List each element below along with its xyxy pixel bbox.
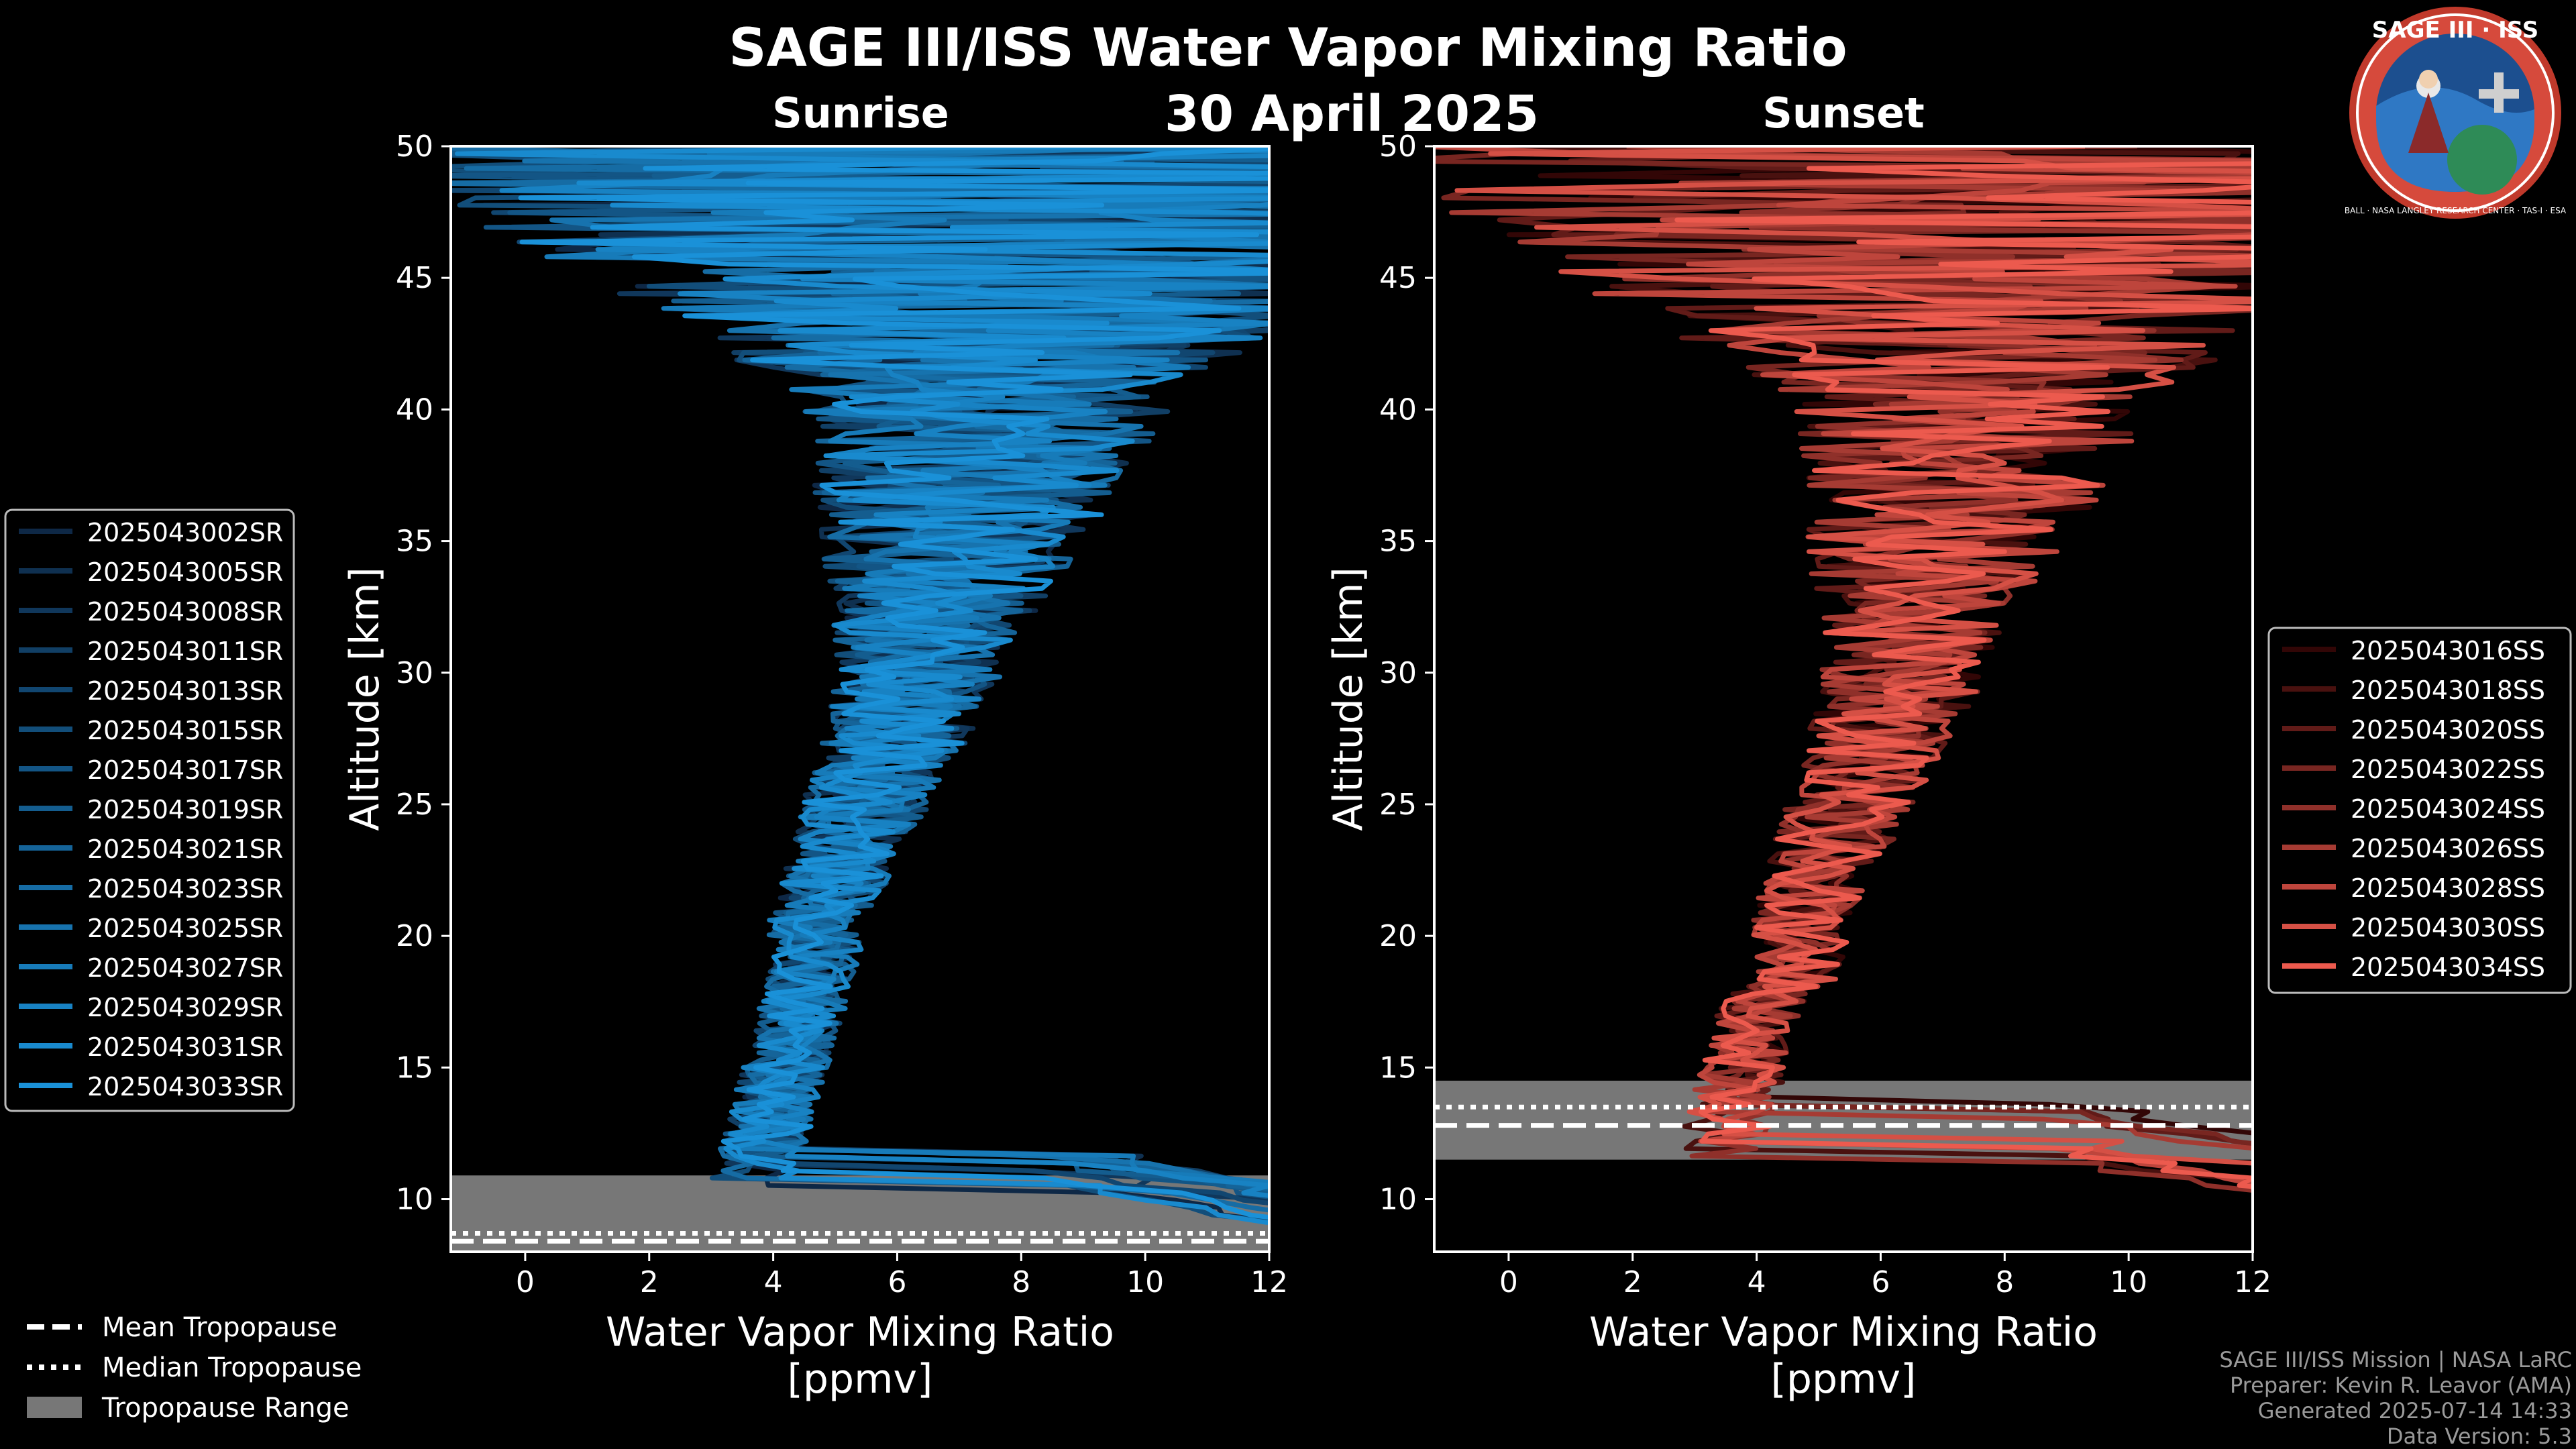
- legend-entry: 2025043024SS: [2351, 794, 2545, 824]
- y-tick-label: 10: [1379, 1183, 1417, 1217]
- footer-preparer: Preparer: Kevin R. Leavor (AMA): [2229, 1373, 2572, 1398]
- y-axis-label: Altitude [km]: [341, 567, 388, 831]
- x-tick-label: 12: [1250, 1265, 1288, 1299]
- x-tick-label: 12: [2234, 1265, 2271, 1299]
- legend-entry: 2025043030SS: [2351, 913, 2545, 943]
- y-tick-label: 15: [396, 1051, 433, 1085]
- legend-entry: 2025043025SR: [87, 914, 283, 943]
- legend-entry: 2025043020SS: [2351, 715, 2545, 745]
- legend-entry: 2025043005SR: [87, 557, 283, 587]
- x-axis-label: Water Vapor Mixing Ratio [ppmv]: [1589, 1309, 2098, 1403]
- y-tick-label: 15: [1379, 1051, 1417, 1085]
- x-tick-label: 0: [516, 1265, 535, 1299]
- y-tick-label: 50: [1379, 129, 1417, 164]
- legend-entry: 2025043011SR: [87, 637, 283, 666]
- x-tick-label: 2: [640, 1265, 659, 1299]
- x-tick-label: 8: [1012, 1265, 1030, 1299]
- y-tick-label: 10: [396, 1183, 433, 1217]
- tropopause-legend: Mean Tropopause Median Tropopause Tropop…: [27, 1312, 362, 1424]
- sage-iii-iss-logo: SAGE III · ISS BALL · NASA LANGLEY RESEA…: [2345, 7, 2567, 219]
- profile-line-2025043034SS: [1674, 161, 2253, 1189]
- sunset-legend: 2025043016SS 2025043018SS 2025043020SS 2025…: [2267, 627, 2572, 994]
- x-tick-label: 2: [1623, 1265, 1642, 1299]
- legend-entry: 2025043026SS: [2351, 834, 2545, 863]
- y-tick-label: 50: [396, 129, 433, 164]
- legend-entry: 2025043022SS: [2351, 755, 2545, 784]
- plot-frame: [1433, 145, 2254, 1253]
- legend-entry: 2025043028SS: [2351, 873, 2545, 903]
- main-title: SAGE III/ISS Water Vapor Mixing Ratio: [729, 18, 1847, 78]
- legend-entry: 2025043017SR: [87, 755, 283, 785]
- range-legend-swatch: [27, 1397, 82, 1418]
- sunset-panel-title: Sunset: [1762, 89, 1925, 138]
- legend-entry: 2025043015SR: [87, 716, 283, 745]
- legend-entry: 2025043027SR: [87, 953, 283, 983]
- footer-credits: SAGE III/ISS Mission | NASA LaRC Prepare…: [2219, 1347, 2572, 1449]
- sunrise-panel: 0 2 4 6 8 10 12 10 15 20 25 30 35 40 45 50 Water Vapor M…: [341, 129, 1288, 1403]
- legend-frame: [4, 508, 295, 1112]
- logo-title: SAGE III · ISS: [2372, 17, 2538, 44]
- y-tick-label: 40: [1379, 392, 1417, 427]
- legend-entry: 2025043031SR: [87, 1032, 283, 1062]
- sunrise-legend: 2025043002SR 2025043005SR 2025043008SR 2025…: [4, 508, 295, 1112]
- y-tick-label: 45: [396, 261, 433, 295]
- x-tick-label: 6: [1871, 1265, 1890, 1299]
- y-tick-label: 25: [396, 788, 433, 822]
- range-legend-label: Tropopause Range: [101, 1393, 350, 1424]
- sunset-panel: 0 2 4 6 8 10 12 10 15 20 25 30 35 40 45 50 Water Vapor M…: [1325, 129, 2271, 1403]
- legend-entry: 2025043029SR: [87, 993, 283, 1022]
- legend-entry: 2025043002SR: [87, 518, 283, 547]
- x-tick-label: 0: [1499, 1265, 1518, 1299]
- y-tick-label: 25: [1379, 788, 1417, 822]
- y-tick-label: 30: [396, 656, 433, 690]
- logo-ring-text: BALL · NASA LANGLEY RESEARCH CENTER · TA…: [2345, 206, 2567, 215]
- legend-entry: 2025043023SR: [87, 874, 283, 904]
- y-tick-label: 20: [1379, 919, 1417, 953]
- legend-entry: 2025043033SR: [87, 1072, 283, 1102]
- x-tick-label: 8: [1995, 1265, 2014, 1299]
- y-tick-label: 20: [396, 919, 433, 953]
- x-tick-label: 6: [888, 1265, 906, 1299]
- y-axis-label: Altitude [km]: [1325, 567, 1372, 831]
- legend-frame: [2267, 627, 2572, 994]
- legend-entry: 2025043013SR: [87, 676, 283, 706]
- median-legend-label: Median Tropopause: [102, 1352, 362, 1383]
- x-axis-label: Water Vapor Mixing Ratio [ppmv]: [606, 1309, 1114, 1403]
- legend-entry: 2025043008SR: [87, 597, 283, 627]
- tropopause-range-band: [1434, 1080, 2253, 1160]
- legend-entry: 2025043019SR: [87, 795, 283, 824]
- profile-line-2025043031SR: [455, 146, 1269, 1225]
- profile-line-2025043033SR: [518, 146, 1269, 1220]
- legend-entry: 2025043021SR: [87, 835, 283, 864]
- profile-line-2025043030SS: [1454, 146, 2253, 1166]
- profile-line-2025043020SS: [1497, 146, 2253, 1147]
- y-tick-label: 30: [1379, 656, 1417, 690]
- x-tick-label: 10: [2110, 1265, 2147, 1299]
- plot-frame: [449, 145, 1271, 1253]
- legend-entry: 2025043034SS: [2351, 953, 2545, 982]
- date-subtitle: 30 April 2025: [1165, 85, 1539, 143]
- x-tick-label: 10: [1126, 1265, 1164, 1299]
- footer-mission: SAGE III/ISS Mission | NASA LaRC: [2219, 1347, 2572, 1373]
- y-tick-label: 35: [396, 525, 433, 559]
- legend-entry: 2025043018SS: [2351, 676, 2545, 705]
- sunrise-panel-title: Sunrise: [772, 89, 949, 138]
- x-tick-label: 4: [1748, 1265, 1766, 1299]
- footer-generated: Generated 2025-07-14 14:33: [2257, 1398, 2572, 1424]
- mean-legend-label: Mean Tropopause: [102, 1312, 337, 1343]
- x-tick-label: 4: [764, 1265, 783, 1299]
- profile-line-2025043029SR: [499, 146, 1269, 1198]
- y-tick-label: 35: [1379, 525, 1417, 559]
- footer-version: Data Version: 5.3: [2386, 1424, 2572, 1449]
- y-tick-label: 45: [1379, 261, 1417, 295]
- y-tick-label: 40: [396, 392, 433, 427]
- profile-line-2025043028SS: [1434, 146, 2253, 1187]
- legend-entry: 2025043016SS: [2351, 636, 2545, 665]
